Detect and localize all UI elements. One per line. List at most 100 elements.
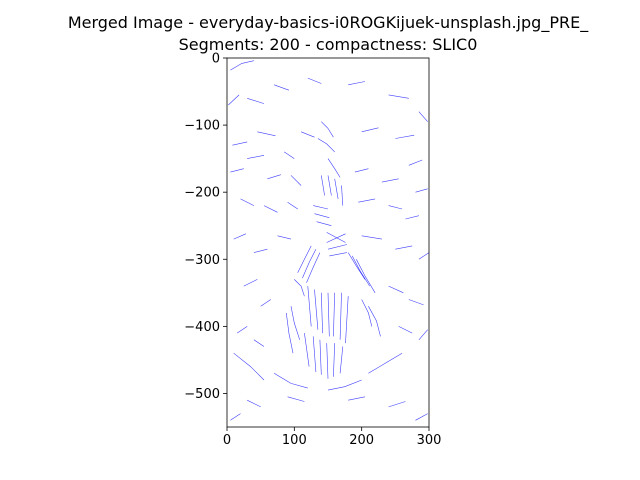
contour-line-23 [263, 205, 278, 213]
contour-line-7 [418, 111, 428, 122]
contour-line-6 [388, 94, 409, 99]
contour-line-5 [348, 81, 366, 86]
contour-line-79 [345, 296, 349, 344]
contour-line-31 [361, 235, 382, 240]
contour-line-69 [294, 279, 305, 297]
contour-line-51 [415, 413, 428, 421]
contour-line-45 [368, 352, 403, 374]
contour-line-55 [321, 175, 325, 196]
contour-line-81 [312, 336, 317, 373]
contour-line-16 [267, 174, 281, 180]
contour-line-12 [361, 127, 379, 133]
contour-line-26 [388, 205, 403, 210]
contour-line-76 [327, 292, 330, 337]
contour-line-18 [354, 168, 369, 173]
x-axis: 0 100 200 300 [223, 427, 441, 448]
contour-line-34 [243, 279, 258, 287]
contour-line-20 [408, 159, 423, 166]
y-tick-label-0: 0 [212, 52, 220, 67]
contour-line-25 [358, 198, 376, 203]
contour-line-54 [327, 158, 341, 178]
contour-line-71 [351, 255, 370, 287]
contour-line-17 [290, 175, 302, 186]
contour-line-63 [326, 233, 346, 243]
contour-line-57 [334, 178, 339, 199]
contour-line-83 [326, 343, 329, 379]
y-tick-label--200: −200 [184, 186, 220, 201]
contour-line-59 [313, 205, 329, 210]
contour-line-22 [240, 198, 255, 206]
plot-lines [228, 60, 430, 421]
contour-line-10 [284, 151, 295, 159]
y-tick-label--400: −400 [184, 320, 220, 335]
contour-line-35 [260, 299, 271, 307]
contour-line-88 [290, 306, 300, 340]
x-tick-label-0: 0 [223, 433, 231, 448]
contour-line-37 [408, 299, 424, 306]
contour-line-39 [253, 339, 265, 347]
contour-line-47 [287, 396, 305, 402]
contour-line-56 [327, 175, 332, 196]
contour-line-13 [395, 134, 415, 139]
contour-line-58 [341, 185, 344, 206]
x-tick-label-200: 200 [349, 433, 374, 448]
contour-line-52 [321, 121, 334, 138]
contour-line-0 [230, 60, 254, 71]
contour-line-84 [333, 343, 335, 377]
contour-line-65 [329, 252, 347, 257]
contour-line-11 [300, 131, 315, 138]
plot-frame [226, 57, 430, 428]
contour-line-27 [405, 215, 419, 220]
contour-line-49 [388, 401, 406, 408]
contour-line-78 [339, 292, 342, 340]
contour-line-40 [398, 326, 413, 334]
contour-line-14 [247, 155, 265, 159]
contour-line-9 [257, 131, 276, 137]
contour-line-85 [339, 346, 344, 374]
contour-line-61 [316, 221, 332, 226]
y-tick-label--300: −300 [184, 253, 220, 268]
contour-line-66 [297, 245, 312, 273]
contour-line-82 [319, 339, 322, 375]
contour-line-21 [415, 188, 428, 193]
contour-line-73 [307, 286, 312, 327]
x-tick-label-100: 100 [282, 433, 307, 448]
contour-line-38 [236, 326, 248, 334]
contour-line-8 [232, 141, 248, 146]
contour-line-32 [395, 245, 413, 250]
contour-line-36 [388, 285, 404, 294]
chart-subtitle: Segments: 200 - compactness: SLIC0 [179, 35, 478, 54]
contour-line-86 [361, 299, 373, 327]
contour-line-33 [418, 252, 430, 260]
y-tick-label--500: −500 [184, 387, 220, 402]
contour-line-42 [233, 352, 265, 381]
contour-line-41 [418, 329, 428, 340]
contour-line-64 [327, 244, 347, 250]
contour-line-24 [287, 201, 298, 210]
contour-line-50 [230, 413, 241, 421]
contour-line-67 [302, 249, 317, 279]
y-axis: 0 −100 −200 −300 −400 −500 [184, 52, 227, 402]
contour-line-53 [317, 138, 335, 153]
contour-line-2 [247, 98, 265, 104]
contour-line-4 [307, 77, 322, 84]
contour-line-1 [228, 94, 240, 106]
contour-line-89 [286, 312, 294, 354]
contour-line-72 [356, 259, 376, 293]
contour-line-70 [347, 252, 366, 280]
contour-line-30 [277, 235, 292, 240]
contour-line-29 [253, 248, 268, 253]
contour-line-28 [233, 233, 247, 240]
y-tick-label--100: −100 [184, 119, 220, 134]
contour-line-60 [314, 213, 330, 218]
chart-title: Merged Image - everyday-basics-i0ROGKiju… [68, 13, 589, 33]
contour-line-87 [368, 306, 381, 337]
contour-line-80 [304, 333, 310, 367]
contour-line-43 [273, 373, 308, 389]
contour-line-48 [348, 396, 366, 401]
contour-line-77 [333, 292, 335, 337]
contour-line-75 [321, 292, 323, 334]
contour-line-3 [273, 84, 290, 91]
contour-line-68 [306, 252, 321, 283]
